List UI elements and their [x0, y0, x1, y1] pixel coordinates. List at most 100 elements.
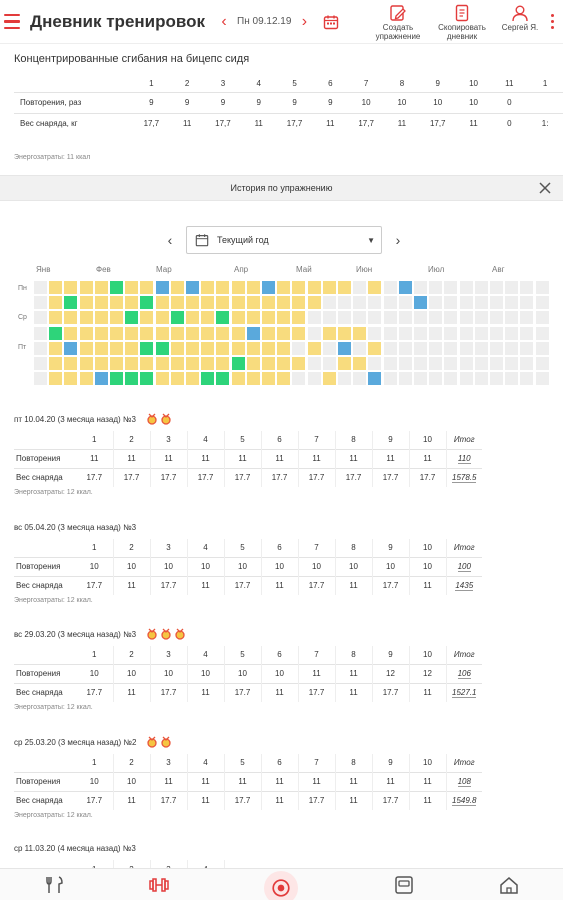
heatmap-cell[interactable] [140, 341, 154, 355]
heatmap-cell[interactable] [110, 357, 123, 370]
heatmap-cell[interactable] [155, 372, 169, 386]
heatmap-cell[interactable] [125, 341, 139, 355]
heatmap-cell[interactable] [110, 372, 123, 386]
heatmap-cell[interactable] [170, 296, 184, 310]
heatmap-cell[interactable] [155, 341, 169, 355]
heatmap-cell[interactable] [94, 296, 108, 310]
heatmap-cell[interactable] [277, 357, 291, 370]
heatmap-cell[interactable] [201, 357, 215, 370]
heatmap-cell[interactable] [368, 372, 382, 386]
next-period-button[interactable]: › [395, 232, 401, 248]
session-title[interactable]: пт 10.04.20 (3 месяца назад) №3 [14, 411, 494, 427]
heatmap-cell[interactable] [49, 281, 63, 294]
heatmap-cell[interactable] [216, 372, 230, 386]
heatmap-cell[interactable] [216, 296, 230, 310]
heatmap-cell[interactable] [140, 311, 154, 325]
heatmap-cell[interactable] [125, 326, 139, 340]
heatmap-cell[interactable] [277, 296, 291, 310]
heatmap-cell[interactable] [94, 372, 108, 386]
heatmap-cell[interactable] [110, 326, 123, 340]
set-value[interactable]: 9 [205, 91, 241, 113]
tools-icon[interactable] [44, 875, 66, 895]
set-value[interactable]: 10 [419, 91, 456, 113]
heatmap-cell[interactable] [170, 341, 184, 355]
heatmap-cell[interactable] [110, 296, 123, 310]
set-value[interactable]: 10 [348, 91, 385, 113]
heatmap-cell[interactable] [262, 296, 275, 310]
heatmap-cell[interactable] [125, 372, 139, 386]
prev-date-button[interactable]: ‹ [221, 12, 227, 30]
current-date[interactable]: Пн 09.12.19 [237, 16, 292, 27]
heatmap-cell[interactable] [64, 357, 78, 370]
set-value[interactable]: 17,7 [276, 112, 313, 134]
heatmap-cell[interactable] [94, 281, 108, 294]
heatmap-cell[interactable] [216, 281, 230, 294]
set-value[interactable]: 11 [455, 112, 492, 134]
set-value[interactable]: 10 [384, 91, 420, 113]
heatmap-cell[interactable] [216, 326, 230, 340]
heatmap-cell[interactable] [246, 326, 260, 340]
heatmap-cell[interactable] [292, 296, 306, 310]
heatmap-cell[interactable] [292, 311, 306, 325]
set-value[interactable]: 17,7 [133, 112, 170, 134]
heatmap-cell[interactable] [186, 296, 199, 310]
heatmap-cell[interactable] [49, 296, 63, 310]
set-value[interactable]: 11 [312, 112, 349, 134]
calendar-icon[interactable] [323, 14, 339, 30]
period-dropdown[interactable]: Текущий год ▼ [186, 226, 382, 254]
heatmap-cell[interactable] [368, 281, 382, 294]
heatmap-cell[interactable] [155, 281, 169, 294]
heatmap-cell[interactable] [170, 326, 184, 340]
set-value[interactable] [527, 91, 563, 113]
next-date-button[interactable]: › [301, 12, 308, 30]
heatmap-cell[interactable] [201, 341, 215, 355]
heatmap-cell[interactable] [216, 357, 230, 370]
heatmap-cell[interactable] [49, 326, 63, 340]
set-value[interactable]: 17,7 [419, 112, 456, 134]
set-value[interactable]: 9 [133, 91, 170, 113]
heatmap-cell[interactable] [49, 341, 63, 355]
heatmap-cell[interactable] [140, 281, 154, 294]
set-value[interactable]: 11 [169, 112, 206, 134]
heatmap-cell[interactable] [231, 296, 245, 310]
heatmap-cell[interactable] [216, 311, 230, 325]
heatmap-cell[interactable] [64, 341, 78, 355]
heatmap-cell[interactable] [398, 281, 412, 294]
session-title[interactable]: ср 11.03.20 (4 месяца назад) №3 [14, 843, 136, 853]
heatmap-cell[interactable] [246, 341, 260, 355]
heatmap-cell[interactable] [262, 311, 275, 325]
session-title[interactable]: вс 05.04.20 (3 месяца назад) №3 [14, 522, 137, 532]
heatmap-cell[interactable] [140, 372, 154, 386]
heatmap-cell[interactable] [140, 296, 154, 310]
heatmap-cell[interactable] [338, 326, 351, 340]
heatmap-cell[interactable] [216, 341, 230, 355]
heatmap-cell[interactable] [368, 341, 382, 355]
heatmap-cell[interactable] [277, 311, 291, 325]
heatmap-cell[interactable] [79, 326, 93, 340]
set-value[interactable]: 9 [276, 91, 313, 113]
heatmap-cell[interactable] [170, 372, 184, 386]
heatmap-cell[interactable] [414, 296, 427, 310]
heatmap-cell[interactable] [110, 281, 123, 294]
dumbbell-icon[interactable] [148, 875, 170, 895]
heatmap-cell[interactable] [338, 341, 351, 355]
heatmap-cell[interactable] [307, 281, 321, 294]
heatmap-cell[interactable] [262, 326, 275, 340]
set-value[interactable]: 10 [455, 91, 492, 113]
heatmap-cell[interactable] [186, 357, 199, 370]
heatmap-cell[interactable] [262, 357, 275, 370]
heatmap-cell[interactable] [94, 311, 108, 325]
heatmap-cell[interactable] [246, 372, 260, 386]
heatmap-cell[interactable] [277, 372, 291, 386]
heatmap-cell[interactable] [231, 341, 245, 355]
heatmap-cell[interactable] [79, 372, 93, 386]
heatmap-cell[interactable] [49, 311, 63, 325]
heatmap-cell[interactable] [49, 357, 63, 370]
create-exercise-button[interactable]: Создать упражнение [369, 4, 427, 41]
heatmap-cell[interactable] [338, 281, 351, 294]
heatmap-cell[interactable] [155, 311, 169, 325]
heatmap-cell[interactable] [246, 281, 260, 294]
heatmap-cell[interactable] [353, 326, 367, 340]
heatmap-cell[interactable] [125, 281, 139, 294]
heatmap-cell[interactable] [292, 281, 306, 294]
